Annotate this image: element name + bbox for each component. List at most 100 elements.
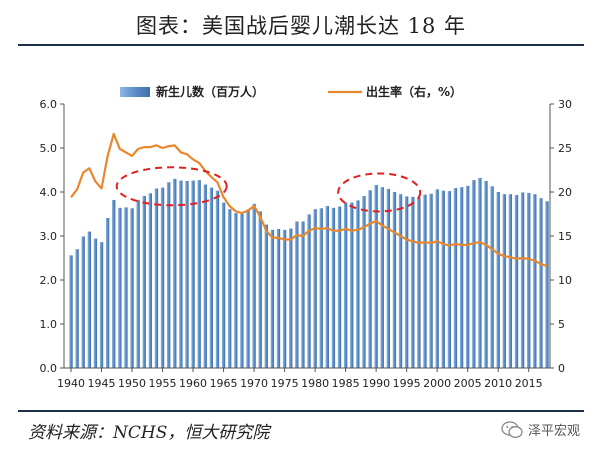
left-tick-label: 0.0	[40, 362, 58, 375]
bar-2000	[435, 189, 439, 368]
brand-name: 泽平宏观	[527, 424, 580, 439]
bar-1968	[240, 214, 244, 368]
right-tick-label: 30	[558, 98, 572, 111]
legend-line-label: 出生率（右，%）	[366, 84, 462, 99]
bar-2014	[520, 192, 525, 368]
bar-1948	[118, 207, 122, 368]
bar-1984	[337, 206, 342, 368]
right-tick-label: 10	[558, 274, 572, 287]
x-tick-label: 1965	[210, 377, 238, 390]
bar-1996	[411, 196, 415, 368]
bar-1943	[87, 231, 91, 368]
brand-badge: 泽平宏观	[501, 420, 580, 439]
bar-1942	[81, 236, 85, 368]
bar-1961	[197, 180, 201, 368]
bar-2015	[527, 192, 531, 368]
bar-1941	[75, 249, 79, 368]
bar-1956	[166, 182, 171, 368]
bar-1976	[289, 228, 293, 368]
x-tick-label: 2005	[454, 377, 482, 390]
bar-1999	[429, 193, 433, 368]
bar-1964	[215, 190, 220, 368]
right-tick-label: 0	[558, 362, 565, 375]
bar-1954	[154, 188, 159, 368]
bar-1982	[325, 206, 329, 368]
bar-1949	[124, 207, 128, 368]
bar-1951	[136, 199, 140, 368]
x-tick-label: 2000	[423, 377, 451, 390]
x-tick-label: 1995	[393, 377, 421, 390]
bar-1989	[368, 190, 372, 368]
source-note: 资料来源：NCHS，恒大研究院	[28, 423, 270, 443]
birth-rate-line	[70, 132, 548, 267]
bar-1991	[380, 187, 384, 368]
footer-rule	[18, 410, 584, 412]
right-tick-label: 15	[558, 230, 572, 243]
x-tick-label: 1945	[88, 377, 116, 390]
x-tick-label: 1990	[362, 377, 390, 390]
bar-1975	[282, 229, 287, 368]
bar-1969	[246, 209, 250, 368]
bar-1963	[209, 187, 214, 368]
highlight-ellipse-1	[115, 166, 228, 207]
x-tick-label: 2015	[515, 377, 543, 390]
x-tick-label: 1955	[149, 377, 177, 390]
bar-1985	[343, 202, 348, 368]
bar-2017	[539, 198, 543, 368]
bar-2012	[508, 194, 513, 368]
bar-1960	[191, 180, 195, 368]
right-tick-label: 5	[558, 318, 565, 331]
bar-1959	[185, 181, 189, 368]
bar-1992	[386, 188, 391, 368]
bar-1966	[227, 209, 232, 368]
bar-1950	[130, 208, 134, 368]
bar-1998	[423, 194, 427, 368]
legend-bar-label: 新生儿数（百万人）	[156, 84, 264, 99]
bar-1997	[417, 197, 421, 368]
bar-2005	[465, 185, 470, 368]
bar-1972	[264, 224, 268, 368]
bar-1988	[362, 195, 366, 368]
right-tick-label: 25	[558, 142, 572, 155]
bar-1974	[276, 228, 281, 368]
bar-2007	[478, 177, 482, 368]
bar-2010	[496, 192, 500, 368]
bar-1979	[307, 214, 311, 368]
left-tick-label: 6.0	[40, 98, 58, 111]
wechat-icon	[501, 420, 523, 438]
bar-2004	[459, 187, 464, 368]
bar-1980	[313, 209, 317, 368]
bar-1986	[350, 202, 354, 368]
x-tick-label: 1980	[301, 377, 329, 390]
bar-1965	[221, 202, 226, 368]
bar-1947	[112, 199, 116, 368]
x-tick-label: 1975	[271, 377, 299, 390]
bar-1962	[203, 184, 207, 368]
bar-2001	[441, 190, 445, 368]
left-tick-label: 3.0	[40, 230, 58, 243]
bar-1995	[404, 196, 409, 368]
x-tick-label: 1940	[57, 377, 85, 390]
left-tick-label: 4.0	[40, 186, 58, 199]
legend-bar-swatch	[120, 87, 150, 97]
bar-1958	[179, 180, 183, 368]
bar-2018	[545, 201, 549, 368]
title-rule	[18, 44, 584, 46]
x-tick-label: 1950	[118, 377, 146, 390]
left-tick-label: 2.0	[40, 274, 58, 287]
bar-1955	[160, 187, 165, 368]
bar-1945	[99, 242, 104, 368]
bar-1940	[69, 255, 73, 368]
bar-1994	[398, 194, 403, 368]
bar-2008	[484, 181, 488, 368]
bar-1977	[295, 221, 299, 368]
left-tick-label: 5.0	[40, 142, 58, 155]
bar-2011	[502, 194, 506, 368]
bar-2006	[472, 180, 476, 368]
bar-1971	[258, 211, 262, 368]
bar-1981	[319, 208, 323, 368]
bar-1983	[331, 207, 336, 368]
bar-2009	[490, 186, 494, 368]
bar-1946	[105, 217, 110, 368]
